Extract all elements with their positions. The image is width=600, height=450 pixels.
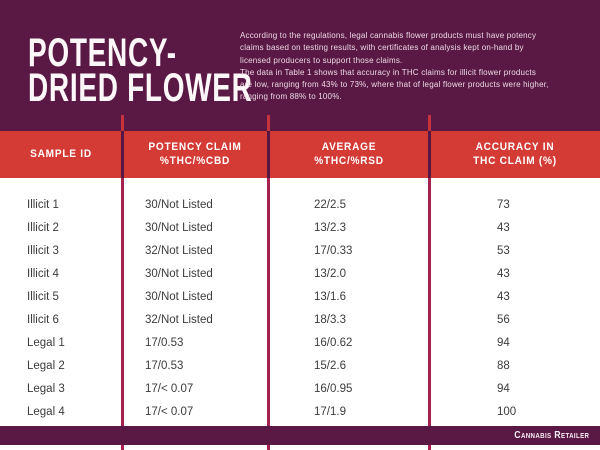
cell-potency-claim: 32/Not Listed: [145, 313, 213, 326]
cell-average: 16/0.62: [314, 336, 353, 349]
table-row: Illicit 1 30/Not Listed 22/2.5 73: [0, 193, 600, 216]
column-header-line: AVERAGE: [321, 141, 377, 153]
column-header-average: AVERAGE %THC/%RSD: [274, 131, 423, 178]
intro-line: are low, ranging from 43% to 73%, where …: [240, 80, 549, 90]
cell-accuracy: 43: [497, 221, 510, 234]
column-header-line: THC CLAIM (%): [473, 154, 557, 167]
column-header-line: ACCURACY IN: [475, 141, 555, 153]
table-row: Illicit 6 32/Not Listed 18/3.3 56: [0, 308, 600, 331]
top-section: POTENCY- DRIED FLOWER According to the r…: [0, 0, 600, 131]
page-title: POTENCY- DRIED FLOWER: [28, 31, 253, 110]
column-header-line: %THC/%CBD: [159, 154, 231, 167]
cell-sample-id: Illicit 2: [27, 221, 59, 234]
intro-line: ranging from 88% to 100%.: [240, 92, 342, 102]
cell-potency-claim: 30/Not Listed: [145, 267, 213, 280]
cell-accuracy: 94: [497, 382, 510, 395]
cell-average: 13/2.0: [314, 267, 346, 280]
column-tick-3: [428, 115, 431, 131]
cell-potency-claim: 17/0.53: [145, 359, 184, 372]
body-divider-1: [121, 178, 124, 450]
header-divider-2: [267, 131, 270, 178]
table-body: Illicit 1 30/Not Listed 22/2.5 73 Illici…: [0, 178, 600, 426]
cell-accuracy: 94: [497, 336, 510, 349]
column-header-accuracy: ACCURACY IN THC CLAIM (%): [437, 131, 593, 178]
cell-sample-id: Illicit 5: [27, 290, 59, 303]
page-title-line2: DRIED FLOWER: [28, 66, 253, 110]
column-header-line: SAMPLE ID: [30, 147, 92, 160]
cell-sample-id: Legal 1: [27, 336, 65, 349]
cell-average: 17/1.9: [314, 405, 346, 418]
header-divider-3: [428, 131, 431, 178]
cell-sample-id: Legal 3: [27, 382, 65, 395]
cell-average: 13/1.6: [314, 290, 346, 303]
table-row: Illicit 3 32/Not Listed 17/0.33 53: [0, 239, 600, 262]
column-header-line: %THC/%RSD: [314, 154, 384, 167]
brand-logo-text: Cannabis Retailer: [513, 430, 589, 441]
table-row: Illicit 2 30/Not Listed 13/2.3 43: [0, 216, 600, 239]
cell-potency-claim: 30/Not Listed: [145, 290, 213, 303]
table-row: Legal 3 17/< 0.07 16/0.95 94: [0, 377, 600, 400]
table-row: Legal 1 17/0.53 16/0.62 94: [0, 331, 600, 354]
cell-average: 17/0.33: [314, 244, 353, 257]
cell-sample-id: Illicit 1: [27, 198, 59, 211]
intro-line: The data in Table 1 shows that accuracy …: [240, 67, 537, 77]
cell-potency-claim: 17/< 0.07: [145, 405, 194, 418]
column-header-line: POTENCY CLAIM: [148, 141, 242, 153]
cell-sample-id: Illicit 6: [27, 313, 59, 326]
cell-accuracy: 88: [497, 359, 510, 372]
footer-bar: Cannabis Retailer: [0, 426, 600, 445]
cell-accuracy: 53: [497, 244, 510, 257]
table-row: Legal 2 17/0.53 15/2.6 88: [0, 354, 600, 377]
cell-sample-id: Illicit 4: [27, 267, 59, 280]
cell-sample-id: Illicit 3: [27, 244, 59, 257]
column-header-potency-claim: POTENCY CLAIM %THC/%CBD: [128, 131, 262, 178]
cell-accuracy: 100: [497, 405, 517, 418]
header-divider-1: [121, 131, 124, 178]
cell-average: 18/3.3: [314, 313, 346, 326]
table-row: Legal 4 17/< 0.07 17/1.9 100: [0, 400, 600, 423]
column-tick-1: [121, 115, 124, 131]
cell-average: 16/0.95: [314, 382, 353, 395]
cell-accuracy: 56: [497, 313, 510, 326]
cell-potency-claim: 30/Not Listed: [145, 221, 213, 234]
table-header-row: SAMPLE ID POTENCY CLAIM %THC/%CBD AVERAG…: [0, 131, 600, 178]
cell-potency-claim: 32/Not Listed: [145, 244, 213, 257]
cell-potency-claim: 17/0.53: [145, 336, 184, 349]
cell-average: 22/2.5: [314, 198, 346, 211]
column-header-sample-id: SAMPLE ID: [5, 131, 117, 178]
intro-line: claims based on testing results, with ce…: [240, 43, 524, 53]
page-title-line1: POTENCY-: [28, 31, 177, 75]
table-row: Illicit 5 30/Not Listed 13/1.6 43: [0, 285, 600, 308]
cell-accuracy: 43: [497, 290, 510, 303]
cell-potency-claim: 30/Not Listed: [145, 198, 213, 211]
cell-average: 15/2.6: [314, 359, 346, 372]
cell-potency-claim: 17/< 0.07: [145, 382, 194, 395]
intro-paragraph: According to the regulations, legal cann…: [240, 30, 580, 104]
intro-line: According to the regulations, legal cann…: [240, 31, 537, 40]
cell-sample-id: Legal 4: [27, 405, 65, 418]
table-row: Illicit 4 30/Not Listed 13/2.0 43: [0, 262, 600, 285]
cell-accuracy: 43: [497, 267, 510, 280]
cell-average: 13/2.3: [314, 221, 346, 234]
body-divider-3: [428, 178, 431, 450]
intro-line: licensed producers to support those clai…: [240, 55, 403, 65]
cell-sample-id: Legal 2: [27, 359, 65, 372]
body-divider-2: [267, 178, 270, 450]
cell-accuracy: 73: [497, 198, 510, 211]
column-tick-2: [267, 115, 270, 131]
